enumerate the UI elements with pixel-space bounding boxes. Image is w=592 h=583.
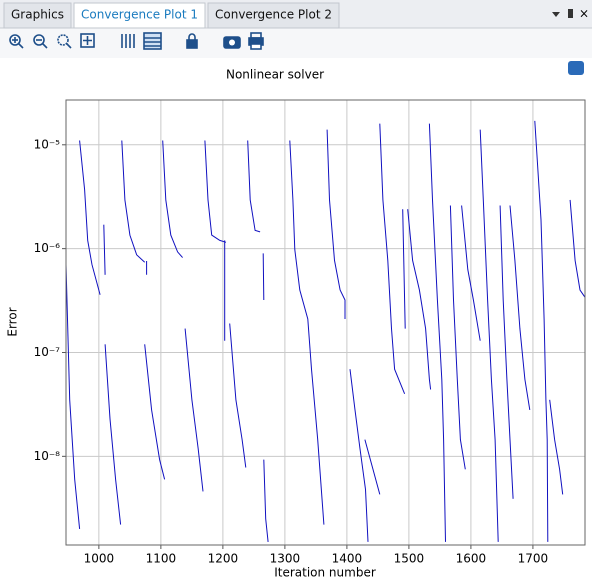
x-tick-label: 1200 xyxy=(208,552,239,566)
tab[interactable]: Graphics xyxy=(3,2,72,29)
y-tick-label: 10⁻⁷ xyxy=(34,345,61,359)
close-icon[interactable]: × xyxy=(579,7,589,21)
x-tick-label: 1500 xyxy=(394,552,425,566)
x-tick-label: 1400 xyxy=(332,552,363,566)
y-tick-label: 10⁻⁵ xyxy=(34,137,61,151)
tab[interactable]: Convergence Plot 2 xyxy=(207,2,340,29)
tabs: Graphics Convergence Plot 1 Convergence Pl… xyxy=(3,2,340,29)
grid-toggle[interactable] xyxy=(121,34,135,48)
y-tick-label: 10⁻⁶ xyxy=(34,241,61,255)
x-tick-label: 1300 xyxy=(270,552,301,566)
x-tick-label: 1000 xyxy=(84,552,115,566)
zoom-in[interactable] xyxy=(9,34,24,49)
tab-background xyxy=(73,2,206,29)
series-group xyxy=(66,120,585,542)
toolbar-icons xyxy=(9,32,264,50)
window-controls: × xyxy=(552,7,589,21)
y-tick-label: 10⁻⁸ xyxy=(34,449,61,463)
x-tick-label: 1700 xyxy=(518,552,549,566)
x-axis-label: Iteration number xyxy=(274,566,376,580)
zoom-box[interactable] xyxy=(57,34,72,49)
pin-icon[interactable] xyxy=(568,9,573,18)
zoom-extents[interactable] xyxy=(80,33,95,48)
tab-label: Convergence Plot 1 xyxy=(81,8,198,22)
print[interactable] xyxy=(248,32,264,50)
tab-background xyxy=(3,2,72,29)
plot-frame xyxy=(65,99,586,546)
tab-label: Convergence Plot 2 xyxy=(215,8,332,22)
tab-label: Graphics xyxy=(11,8,64,22)
legend-toggle[interactable] xyxy=(568,61,584,75)
x-tick-label: 1100 xyxy=(146,552,177,566)
table-toggle[interactable] xyxy=(143,32,162,50)
lock[interactable] xyxy=(186,33,198,49)
y-axis-label: Error xyxy=(6,307,20,336)
plot-background xyxy=(66,100,585,545)
menu-icon[interactable] xyxy=(552,12,560,17)
tab[interactable]: Convergence Plot 1 xyxy=(73,2,206,29)
zoom-out[interactable] xyxy=(33,34,48,49)
data-line xyxy=(66,120,585,542)
plot-area: 1000 1100 1200 1300 1400 1500 1600 1700 10⁻⁸ 10⁻⁷… xyxy=(34,99,586,566)
snapshot[interactable] xyxy=(223,36,241,49)
toolbar xyxy=(0,28,592,58)
tab-background xyxy=(207,2,340,29)
chart-title: Nonlinear solver xyxy=(226,68,324,82)
x-tick-label: 1600 xyxy=(456,552,487,566)
